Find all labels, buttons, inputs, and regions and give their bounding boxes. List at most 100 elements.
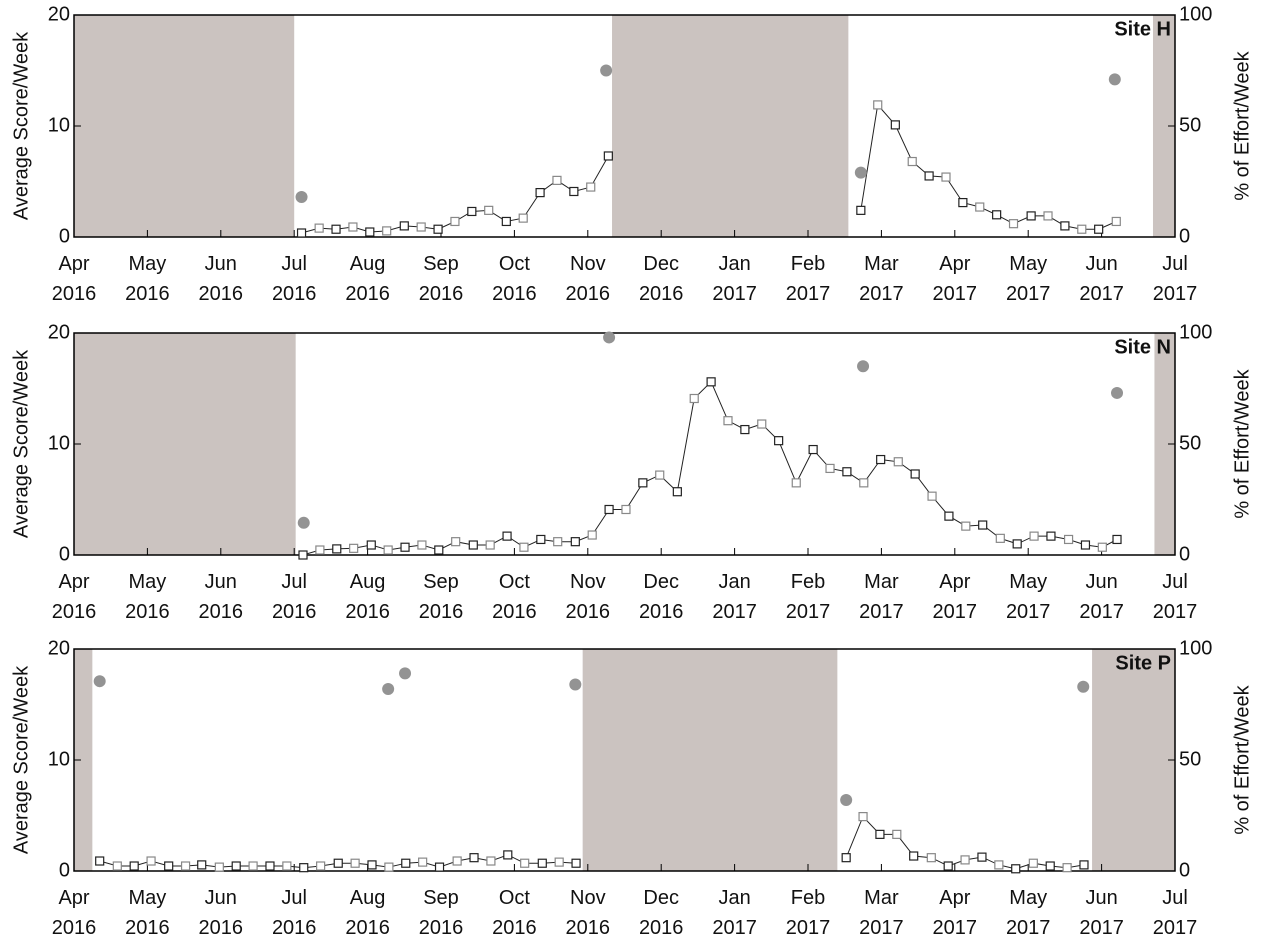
score-marker [536,534,546,545]
x-tick-label: Sep 2016 [418,887,464,939]
score-marker [1046,531,1056,541]
no-effort-band [1152,15,1175,237]
score-marker [859,478,869,488]
no-effort-band [1154,333,1175,555]
y2-axis-label: % of Effort/Week [1231,368,1253,518]
score-marker [298,550,308,560]
score-marker [958,197,968,208]
score-marker [1011,864,1021,874]
score-marker [706,377,716,387]
effort-dot [840,793,853,806]
score-marker [571,858,581,868]
score-marker [332,544,342,554]
score-marker [858,812,868,822]
score-marker [399,221,409,231]
y-tick-label: 10 [48,432,70,454]
score-marker [468,540,478,550]
score-marker [1077,224,1087,234]
x-tick-label: May 2016 [125,887,170,939]
panel-title: Site N [1114,336,1171,358]
x-tick-label: Oct 2016 [492,887,537,939]
score-marker [689,393,699,404]
x-tick-label: Apr 2017 [932,253,978,305]
score-marker [485,540,495,550]
score-marker [519,542,529,552]
score-marker [296,228,307,238]
score-marker [469,853,479,863]
effort-dot [1111,386,1124,399]
x-tick-label: Dec 2016 [638,571,684,623]
score-marker [1008,219,1019,229]
score-marker [672,487,682,497]
x-tick-label: May 2016 [125,253,170,305]
score-marker [587,530,597,540]
score-marker [537,858,547,868]
score-marker [299,863,309,873]
x-tick-label: Nov 2016 [565,253,611,305]
y2-tick-label: 0 [1179,225,1190,247]
score-marker [926,853,936,863]
score-marker [349,543,359,553]
score-marker [365,227,375,237]
score-marker [655,470,665,480]
score-marker [401,858,411,868]
score-marker [856,205,866,215]
score-marker [350,858,360,868]
x-tick-label: Aug 2016 [345,571,390,623]
y-axis-label: Average Score/Week [10,349,32,538]
y-axis-label: Average Score/Week [10,665,32,854]
x-tick-label: Nov 2016 [565,571,611,623]
score-marker [924,171,934,181]
y2-axis-label: % of Effort/Week [1231,684,1253,834]
score-marker [1026,211,1036,221]
y2-tick-label: 100 [1179,3,1212,25]
score-marker [503,850,513,860]
x-tick-label: Jan 2017 [712,571,757,623]
y2-tick-label: 100 [1179,321,1212,343]
effort-dot [382,682,395,695]
x-tick-label: Jun 2017 [1079,253,1124,305]
x-tick-label: Jan 2017 [712,253,757,305]
score-marker [552,175,562,185]
x-tick-label: Jun 2016 [198,571,244,623]
x-tick-label: Mar 2017 [859,887,904,939]
score-marker [909,851,919,861]
y-tick-label: 0 [59,543,70,565]
x-tick-label: Oct 2016 [492,571,537,623]
score-marker [486,856,496,866]
x-tick-label: May 2017 [1005,571,1051,623]
score-marker [518,213,528,223]
score-marker [467,206,477,217]
score-marker [907,156,917,167]
effort-dot [399,667,412,680]
x-tick-label: Oct 2016 [492,253,537,305]
score-marker [231,861,241,871]
score-marker [941,172,951,182]
score-marker [129,861,139,871]
score-marker [944,511,954,521]
score-marker [994,860,1004,870]
score-marker [841,853,851,863]
x-tick-label: Apr 2016 [51,887,97,939]
score-marker [535,188,545,198]
effort-dot [295,191,308,204]
score-marker [638,478,648,488]
score-marker [164,861,174,871]
score-marker [890,120,900,130]
score-marker [604,504,614,515]
x-tick-label: May 2017 [1005,887,1051,939]
score-marker [382,226,392,236]
y-tick-label: 20 [48,3,70,25]
score-marker [416,222,426,232]
score-marker [1045,861,1055,871]
y-tick-label: 20 [48,321,70,343]
score-marker [348,222,358,232]
score-marker [434,862,445,872]
score-marker [314,223,324,233]
score-marker [501,216,511,227]
score-marker [450,216,460,227]
score-marker [621,504,631,515]
x-tick-label: Sep 2016 [418,571,464,623]
score-marker [1028,858,1038,868]
